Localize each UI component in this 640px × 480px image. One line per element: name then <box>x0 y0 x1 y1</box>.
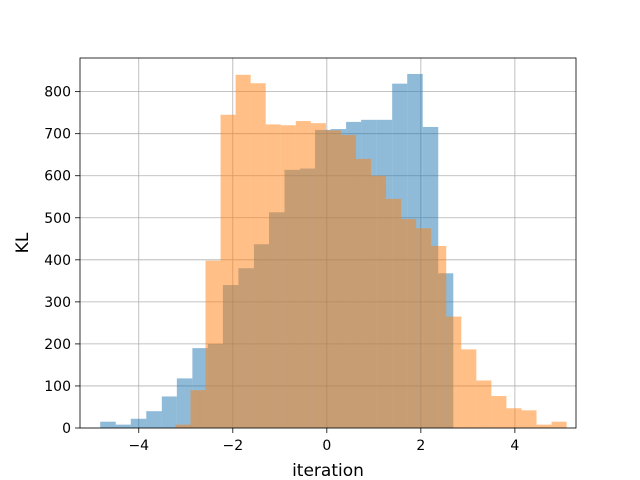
histogram-bar <box>161 396 177 428</box>
histogram-bar <box>355 158 372 428</box>
histogram-bar <box>461 349 477 428</box>
histogram-bar <box>431 245 447 428</box>
x-tick-label: 4 <box>510 438 519 454</box>
axis-ticks: −4 −2 0 2 4 0 100 200 300 400 500 600 700 800 <box>44 85 519 454</box>
y-tick-label: 600 <box>44 169 71 185</box>
histogram-bars <box>100 73 567 429</box>
histogram-bar <box>100 421 116 428</box>
histogram-bar <box>265 124 281 428</box>
y-tick-label: 100 <box>44 379 71 395</box>
x-tick-label: −4 <box>128 438 149 454</box>
histogram-bar <box>446 316 462 428</box>
histogram-bar <box>401 219 417 428</box>
y-tick-label: 200 <box>44 337 71 353</box>
histogram-bar <box>551 421 567 428</box>
histogram-bar <box>310 123 326 428</box>
histogram-bar <box>175 424 191 428</box>
y-axis-label: KL <box>13 232 33 253</box>
x-axis-label: iteration <box>292 461 364 480</box>
plot-frame <box>79 57 577 429</box>
y-tick-label: 700 <box>44 127 71 143</box>
histogram-bar <box>235 74 251 429</box>
histogram-bar <box>130 418 147 428</box>
y-tick-label: 0 <box>62 421 71 437</box>
histogram-bar <box>220 114 236 429</box>
histogram-bar <box>280 125 296 428</box>
histogram-bar <box>325 130 341 428</box>
histogram-bar <box>146 411 162 428</box>
x-tick-label: −2 <box>222 438 243 454</box>
y-tick-label: 300 <box>44 295 71 311</box>
y-tick-label: 400 <box>44 253 71 269</box>
y-tick-label: 500 <box>44 211 71 227</box>
y-tick-label: 800 <box>44 85 71 101</box>
histogram-bar <box>506 408 522 428</box>
histogram-bar <box>295 121 311 429</box>
histogram-bar <box>176 378 193 428</box>
histogram-bar <box>476 380 492 428</box>
histogram-bar <box>190 390 206 428</box>
histogram-bar <box>536 424 552 428</box>
x-tick-label: 0 <box>322 438 331 454</box>
histogram-bar <box>416 228 432 428</box>
histogram-bar <box>371 175 387 428</box>
x-tick-label: 2 <box>416 438 425 454</box>
histogram-bar <box>115 424 131 428</box>
histogram-bar <box>205 260 221 428</box>
histogram-bar <box>250 83 266 429</box>
histogram-bar <box>386 198 402 428</box>
histogram-bar <box>491 396 507 428</box>
histogram-bar <box>340 134 356 428</box>
histogram-bar <box>521 410 537 428</box>
